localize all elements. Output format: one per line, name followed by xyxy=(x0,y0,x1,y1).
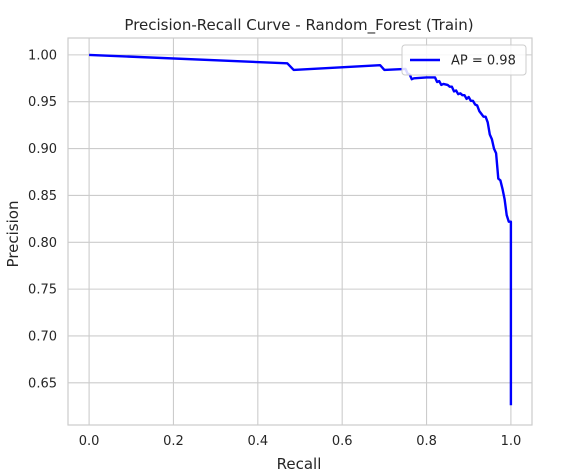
x-tick-label: 0.4 xyxy=(247,434,268,449)
legend-label: AP = 0.98 xyxy=(451,54,516,69)
y-tick-label: 0.95 xyxy=(28,95,57,110)
legend: AP = 0.98 xyxy=(401,44,527,76)
y-tick-label: 0.80 xyxy=(28,236,57,251)
chart-title: Precision-Recall Curve - Random_Forest (… xyxy=(124,16,473,35)
legend-box xyxy=(401,44,527,76)
y-tick-label: 0.90 xyxy=(28,142,57,157)
x-tick-label: 0.2 xyxy=(163,434,184,449)
x-axis-label: Recall xyxy=(277,455,322,473)
y-tick-label: 0.85 xyxy=(28,189,57,204)
series-layer xyxy=(89,53,513,406)
series-line xyxy=(89,53,513,406)
x-tick-label: 0.0 xyxy=(79,434,100,449)
tick-layer: 0.0 0.2 0.4 0.6 0.8 1.0 0.65 0.70 0.75 0.80 0.85 0.… xyxy=(28,48,521,449)
y-tick-label: 0.70 xyxy=(28,329,57,344)
x-tick-label: 0.8 xyxy=(416,434,437,449)
y-tick-label: 0.65 xyxy=(28,376,57,391)
x-tick-label: 0.6 xyxy=(332,434,353,449)
y-tick-label: 0.75 xyxy=(28,283,57,298)
y-tick-label: 1.00 xyxy=(28,48,57,63)
x-tick-label: 1.0 xyxy=(501,434,522,449)
plot-frame xyxy=(67,37,533,426)
y-axis-label: Precision xyxy=(4,201,22,268)
